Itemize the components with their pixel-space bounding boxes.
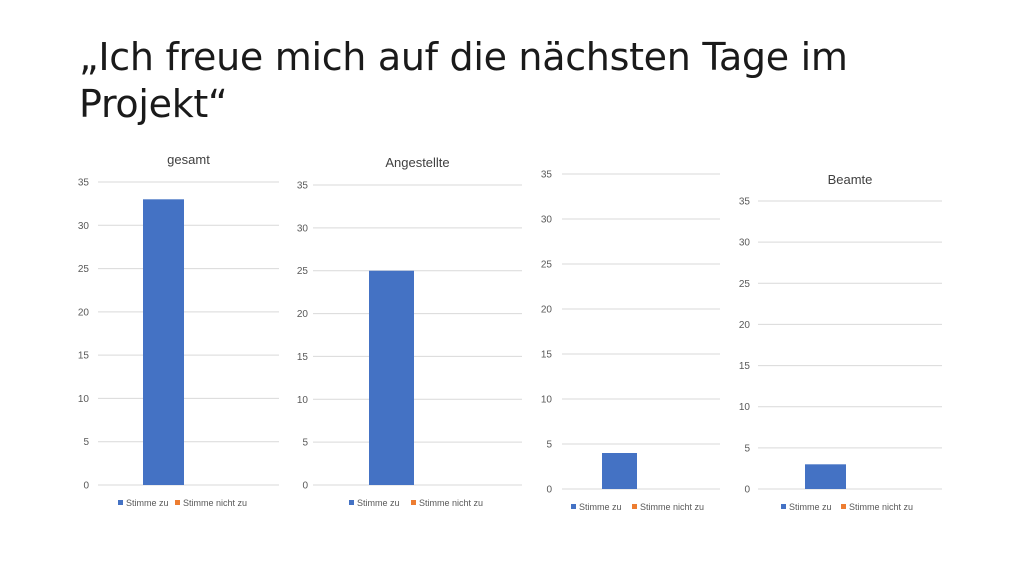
y-tick-label: 30 — [78, 221, 90, 232]
legend-label: Stimme zu — [789, 502, 832, 512]
legend-label: Stimme zu — [126, 498, 169, 508]
chart-title: gesamt — [167, 152, 210, 167]
legend-swatch — [571, 504, 576, 509]
y-tick-label: 10 — [297, 395, 309, 406]
bar-stimme-zu — [805, 464, 846, 489]
y-tick-label: 5 — [546, 440, 552, 451]
y-tick-label: 5 — [83, 437, 89, 448]
legend-swatch — [118, 500, 123, 505]
bar-stimme-zu — [143, 199, 184, 486]
y-tick-label: 35 — [541, 170, 553, 181]
y-tick-label: 25 — [78, 264, 90, 275]
chart-title: Angestellte — [385, 155, 449, 170]
y-tick-label: 15 — [739, 361, 751, 372]
legend-swatch — [632, 504, 637, 509]
legend-label: Stimme nicht zu — [640, 502, 704, 512]
y-tick-label: 5 — [744, 443, 750, 454]
y-tick-label: 25 — [297, 266, 309, 277]
y-tick-label: 15 — [78, 351, 90, 362]
legend-swatch — [411, 500, 416, 505]
y-tick-label: 30 — [297, 223, 309, 234]
slide-title-line-1: „Ich freue mich auf die nächsten Tage im — [79, 35, 848, 79]
slide-title: „Ich freue mich auf die nächsten Tage im… — [79, 34, 959, 128]
y-tick-label: 25 — [541, 260, 553, 271]
y-tick-label: 30 — [541, 215, 553, 226]
y-tick-label: 15 — [297, 352, 309, 363]
y-tick-label: 0 — [302, 481, 308, 492]
legend-swatch — [349, 500, 354, 505]
legend-label: Stimme zu — [579, 502, 622, 512]
y-tick-label: 35 — [297, 181, 309, 192]
y-tick-label: 20 — [739, 320, 751, 331]
y-tick-label: 0 — [83, 481, 89, 492]
y-tick-label: 20 — [541, 305, 553, 316]
chart-title: Beamte — [828, 172, 873, 187]
y-tick-label: 30 — [739, 238, 751, 249]
bar-stimme-zu — [369, 270, 414, 485]
legend-swatch — [841, 504, 846, 509]
y-tick-label: 0 — [546, 485, 552, 496]
y-tick-label: 20 — [297, 309, 309, 320]
y-tick-label: 10 — [78, 394, 90, 405]
y-tick-label: 15 — [541, 350, 553, 361]
legend-swatch — [175, 500, 180, 505]
legend-label: Stimme nicht zu — [419, 498, 483, 508]
y-tick-label: 10 — [541, 395, 553, 406]
y-tick-label: 20 — [78, 307, 90, 318]
y-tick-label: 35 — [739, 197, 751, 208]
bar-stimme-zu — [602, 453, 637, 489]
y-tick-label: 25 — [739, 279, 751, 290]
y-tick-label: 0 — [744, 485, 750, 496]
legend-label: Stimme zu — [357, 498, 400, 508]
legend-label: Stimme nicht zu — [849, 502, 913, 512]
y-tick-label: 35 — [78, 178, 90, 189]
legend-swatch — [781, 504, 786, 509]
y-tick-label: 10 — [739, 402, 751, 413]
legend-label: Stimme nicht zu — [183, 498, 247, 508]
slide-title-line-2: Projekt“ — [79, 82, 228, 126]
y-tick-label: 5 — [302, 438, 308, 449]
